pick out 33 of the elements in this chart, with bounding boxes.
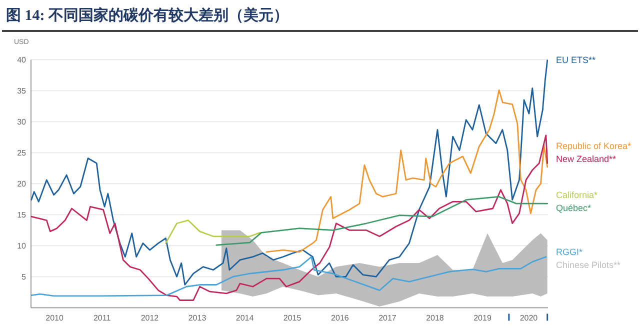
line-series: [30, 256, 547, 297]
line-series: [165, 220, 261, 244]
y-tick-label: 25: [17, 148, 27, 158]
series-label: EU ETS**: [556, 55, 596, 65]
y-tick-label: 15: [17, 210, 27, 220]
y-tick-label: 35: [17, 86, 27, 96]
series-label: Republic of Korea*: [556, 141, 632, 151]
x-tick-label: 2017: [378, 314, 397, 323]
series-label: New Zealand**: [556, 154, 617, 164]
x-tick-label: 2013: [188, 314, 207, 323]
x-tick-label: 2012: [140, 314, 160, 323]
y-tick-label: 5: [22, 272, 27, 282]
line-series: [266, 89, 548, 253]
y-tick-label: 10: [17, 242, 27, 251]
x-tick-label: 2011: [93, 314, 112, 323]
line-series: [30, 60, 548, 286]
series-label: RGGI*: [556, 247, 583, 257]
legend-label: Chinese Pilots**: [556, 260, 622, 270]
line-series: [216, 196, 548, 246]
y-tick-label: 20: [17, 180, 27, 189]
x-tick-label: 2018: [426, 314, 444, 323]
text: California*: [556, 190, 598, 200]
series-label: Québec*: [556, 203, 592, 213]
y-tick-label: 30: [17, 118, 27, 127]
x-tick-label: 2014: [236, 314, 254, 323]
chart-title: 图 14: 不同国家的碳价有较大差别（美元）: [6, 6, 288, 24]
x-tick-label: 2015: [283, 314, 302, 323]
line-series: [30, 134, 548, 301]
x-tick-label: 2020: [520, 314, 538, 323]
y-tick-label: 40: [17, 56, 27, 65]
x-tick-label: 2016: [331, 314, 350, 323]
x-tick-label: 2019: [474, 314, 492, 323]
x-tick-label: 2010: [46, 314, 64, 323]
